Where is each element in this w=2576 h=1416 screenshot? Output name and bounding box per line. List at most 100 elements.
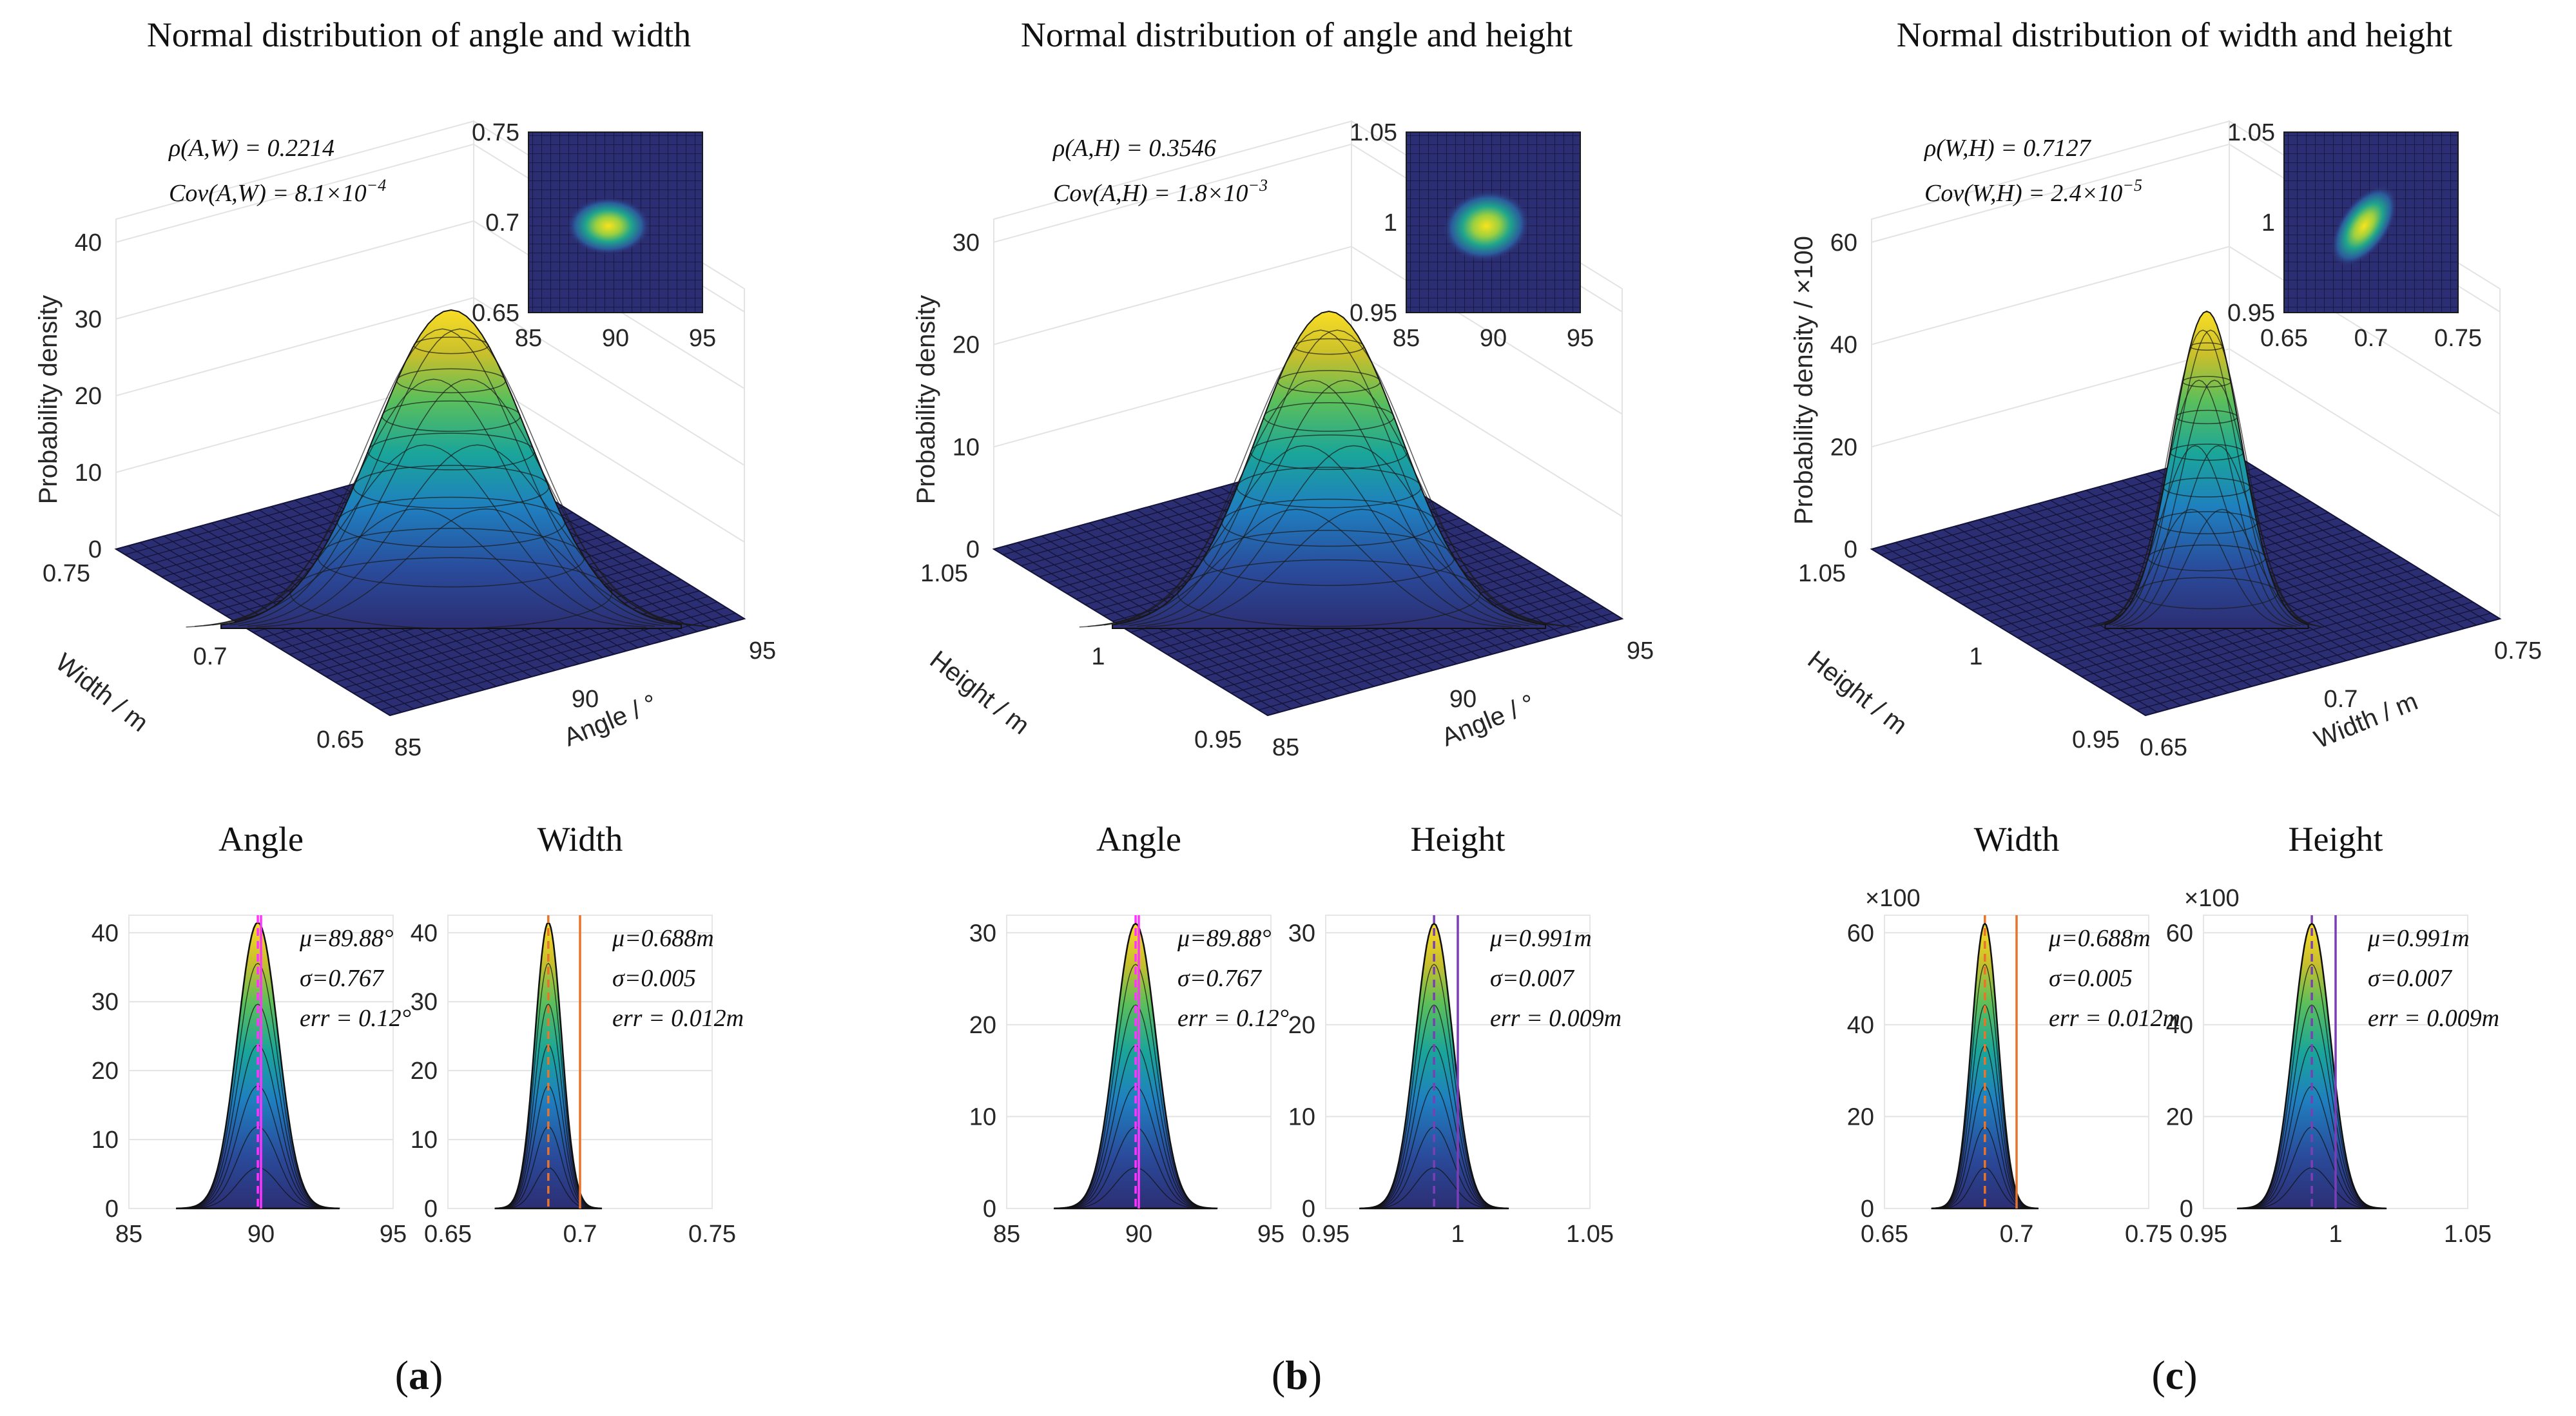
y-tick-label: 1.05 [1798, 560, 1846, 587]
inset-y-tick-label: 0.95 [2227, 300, 2275, 327]
marginal-mesh-line [1054, 964, 1217, 1209]
mu-annotation: μ=0.688m [612, 925, 714, 952]
surface-contour [396, 368, 507, 394]
surface-mesh-line [256, 508, 717, 628]
panel-title: Normal distribution of angle and height [1021, 15, 1573, 54]
y-axis-label: Height / m [925, 645, 1035, 740]
floor-gridline [2136, 612, 2492, 711]
surface-mesh-line [2116, 445, 2320, 627]
x-tick-label: 0.65 [1861, 1221, 1908, 1248]
err-annotation: err = 0.009m [1490, 1005, 1622, 1032]
inset-y-tick-label: 0.7 [485, 209, 519, 237]
marginal-title: Angle [1096, 820, 1181, 858]
inset-frame [528, 131, 703, 313]
inset-heatmap: 0.65 0.7 0.75 0.95 1 1.05 [2227, 119, 2482, 352]
err-annotation: err = 0.012m [612, 1005, 744, 1032]
surface-contour [1177, 559, 1481, 627]
surface-contour [367, 432, 535, 470]
z-gridline [1871, 246, 2501, 415]
marginal-mesh-line [1932, 1004, 2038, 1209]
surface-mesh-line [247, 444, 708, 627]
rho-annotation: ρ(W,H) = 0.7127 [1924, 135, 2092, 162]
marginal-1: Angle 0 10 20 30 85 90 95 μ=89.88° σ=0.767 err = 0… [969, 820, 1289, 1248]
sigma-annotation: σ=0.767 [1177, 965, 1263, 992]
marginal-mesh-line [2238, 1004, 2386, 1209]
floor-gridline [2229, 451, 2501, 619]
inset-density-blob [567, 197, 651, 255]
inset-frame [2283, 131, 2459, 313]
y-tick-label: 20 [1847, 1103, 1874, 1130]
y-tick-label: 10 [411, 1127, 438, 1154]
y-tick-label: 30 [1288, 920, 1315, 947]
floor-gridline [1258, 612, 1614, 711]
y-tick-label: 30 [969, 920, 996, 947]
floor-gridline [2127, 606, 2483, 705]
y-tick-label: 0 [983, 1196, 996, 1223]
y-tick-label: 0.7 [193, 643, 228, 670]
surface-contour [2135, 577, 2278, 610]
surface-contour [1221, 498, 1437, 547]
mu-annotation: μ=89.88° [1177, 925, 1271, 952]
marginal-title: Angle [218, 820, 304, 858]
x-tick-label: 1.05 [1566, 1221, 1614, 1248]
panel-label: (b) [1272, 1352, 1322, 1398]
surface-mesh-line [1104, 329, 1538, 626]
y-scale-label: ×100 [2184, 885, 2240, 912]
floor-gridline [1231, 596, 1587, 694]
surface-contour [2156, 511, 2258, 534]
marginal-title: Height [1411, 820, 1506, 858]
inset-y-tick-label: 1 [1384, 209, 1397, 237]
x-tick-label: 0.75 [688, 1221, 736, 1248]
z-gridline [1871, 348, 2501, 518]
z-tick-label: 20 [1830, 434, 1857, 461]
z-tick-label: 30 [953, 229, 980, 257]
x-tick-label: 1.05 [2444, 1221, 2492, 1248]
surface-mesh-line [2101, 329, 2305, 626]
y-tick-label: 0 [105, 1196, 119, 1223]
x-tick-label: 0.75 [2125, 1221, 2173, 1248]
x-tick-label: 85 [993, 1221, 1020, 1248]
inset-x-tick-label: 85 [1393, 325, 1420, 352]
y-scale-label: ×100 [1865, 885, 1921, 912]
floor-gridline [2145, 618, 2501, 716]
inset-heatmap: 85 90 95 0.65 0.7 0.75 [472, 119, 716, 352]
surface-mesh-line [2105, 311, 2309, 626]
x-tick-label: 95 [1627, 637, 1654, 664]
inset-y-tick-label: 0.95 [1350, 300, 1397, 327]
marginal-density [494, 921, 603, 1210]
z-gridline [993, 246, 1623, 415]
y-tick-label: 20 [2166, 1103, 2193, 1130]
marginal-mesh-line [1054, 1004, 1217, 1209]
surface-contour [336, 496, 566, 548]
y-axis-label: Width / m [50, 648, 153, 737]
inset-y-tick-label: 0.75 [472, 119, 519, 146]
surface-axes: 0 20 40 60 0.65 0.7 0.75 0.95 1 1.05 [1798, 120, 2542, 761]
sigma-annotation: σ=0.005 [2049, 965, 2133, 992]
surface-contour [1236, 467, 1422, 509]
y-tick-label: 10 [92, 1127, 119, 1154]
x-tick-label: 95 [1257, 1221, 1284, 1248]
surface-mesh-line [1145, 509, 1579, 628]
marginal-density [2237, 922, 2387, 1210]
y-tick-label: 30 [92, 989, 119, 1016]
panel-title: Normal distribution of angle and width [147, 15, 691, 54]
surface-mesh-line [1120, 329, 1554, 626]
y-tick-label: 20 [92, 1058, 119, 1085]
x-tick-label: 95 [749, 637, 776, 664]
inset-x-tick-label: 95 [689, 325, 716, 352]
x-tick-label: 0.95 [1302, 1221, 1350, 1248]
y-tick-label: 20 [411, 1058, 438, 1085]
y-tick-label: 1 [1969, 643, 1982, 670]
y-tick-label: 40 [1847, 1012, 1874, 1039]
surface-contour [2169, 443, 2244, 461]
y-tick-label: 10 [969, 1103, 996, 1130]
y-tick-label: 40 [92, 920, 119, 947]
z-tick-label: 40 [1830, 332, 1857, 359]
surface-mesh-line [1128, 380, 1562, 626]
z-tick-label: 40 [75, 229, 102, 257]
x-tick-label: 85 [394, 734, 421, 761]
z-axis-label: Probability density [34, 295, 63, 505]
inset-y-tick-label: 1 [2261, 209, 2275, 237]
x-tick-label: 90 [247, 1221, 275, 1248]
